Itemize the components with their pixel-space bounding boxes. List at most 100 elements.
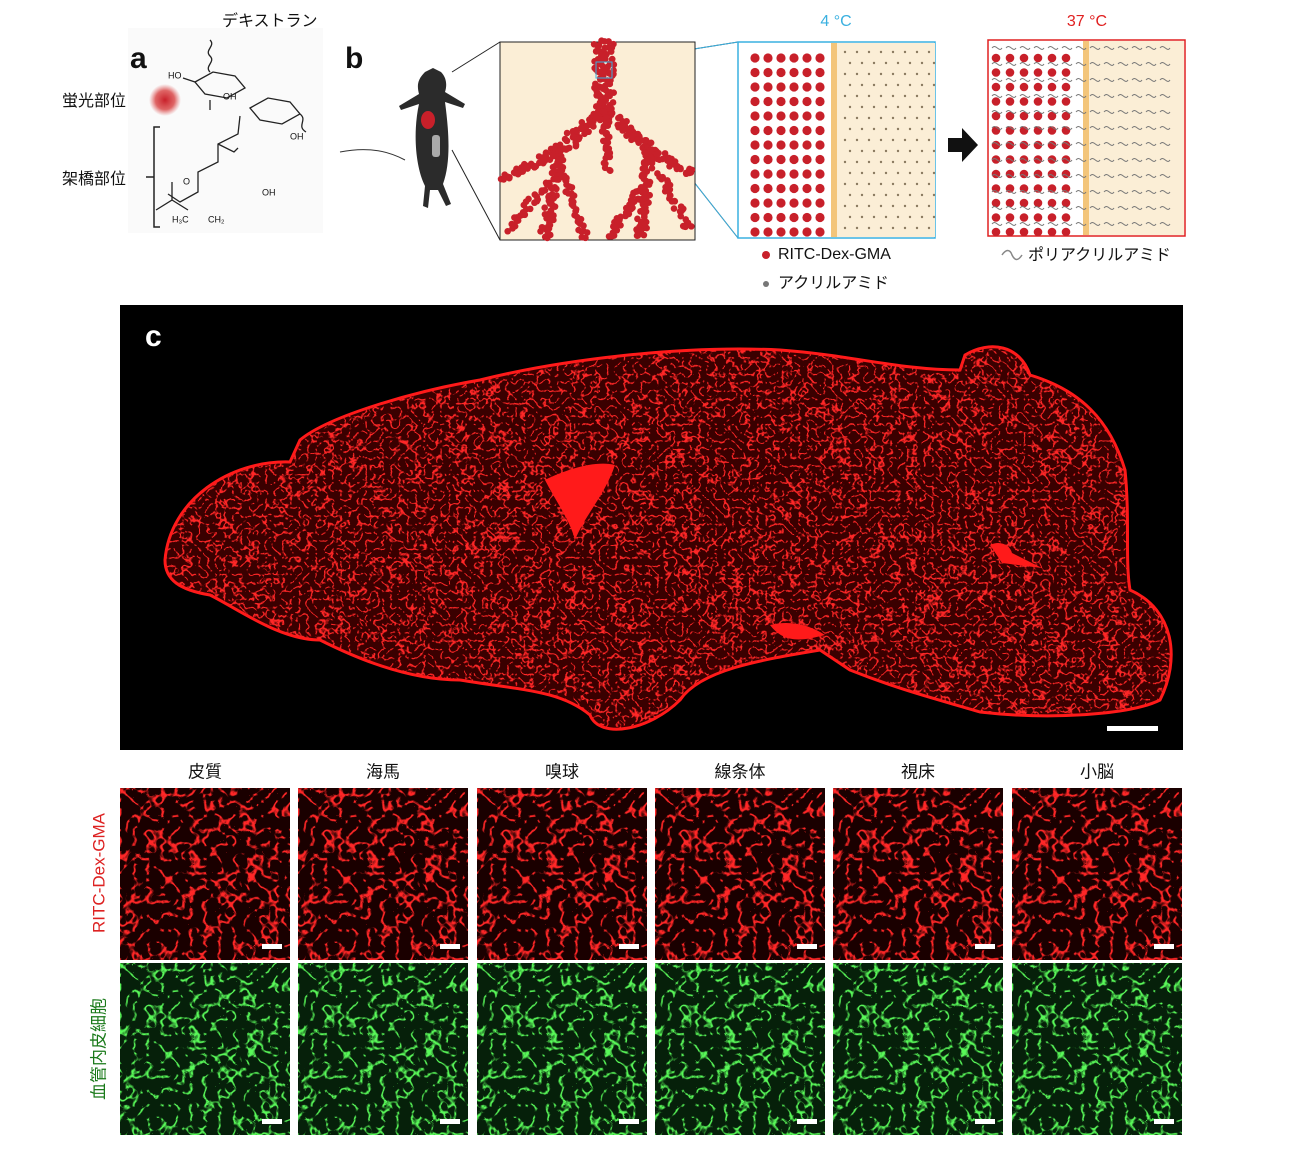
acrylamide	[848, 83, 852, 87]
dex	[776, 125, 786, 136]
bead	[647, 139, 655, 147]
panel-label: a	[130, 42, 147, 75]
dex	[802, 125, 812, 136]
warm-wall	[1083, 41, 1089, 235]
dex	[750, 198, 760, 208]
polymer	[1033, 190, 1045, 194]
dex	[991, 213, 1001, 222]
bead	[601, 38, 608, 45]
polymer	[1019, 158, 1031, 162]
region-label: 嗅球	[545, 762, 579, 781]
chem-label: OH	[223, 91, 237, 101]
acrylamide	[879, 182, 883, 186]
bead	[542, 179, 550, 187]
acrylamide	[896, 215, 900, 219]
bead	[599, 137, 607, 145]
polymer	[991, 94, 1003, 98]
bead	[606, 153, 614, 161]
region-label: 線条体	[715, 762, 766, 781]
dex	[763, 96, 773, 107]
polymer	[1005, 158, 1017, 162]
polymer	[1103, 46, 1115, 50]
bead	[619, 127, 626, 134]
micrograph-vessels	[833, 788, 1003, 960]
dex	[789, 82, 799, 92]
scale-bar	[1154, 944, 1174, 949]
panel-a-bg	[128, 28, 323, 233]
polymer	[1033, 94, 1045, 98]
dex	[1019, 198, 1029, 208]
acrylamide	[915, 160, 919, 164]
dex	[991, 53, 1001, 63]
polymer	[991, 126, 1003, 130]
polymer	[1103, 174, 1115, 178]
region-label: 視床	[901, 762, 935, 781]
chem-label: HO	[168, 70, 182, 80]
polymer	[1047, 222, 1059, 226]
micrograph	[477, 963, 647, 1135]
micrograph-vessels	[120, 963, 290, 1135]
polymer	[991, 142, 1003, 146]
polymer	[1131, 46, 1143, 50]
acrylamide	[884, 171, 888, 175]
micrograph	[298, 788, 468, 960]
polymer	[991, 78, 1003, 82]
acrylamide	[891, 94, 895, 98]
dex	[750, 227, 760, 237]
polymer	[1075, 78, 1087, 82]
dextran-label: デキストラン	[222, 11, 318, 30]
acrylamide	[932, 83, 936, 87]
polymer	[1131, 78, 1143, 82]
polymer	[1019, 78, 1031, 82]
polymer	[1033, 206, 1045, 210]
acrylamide	[848, 215, 852, 219]
acrylamide	[920, 105, 924, 109]
acrylamide	[903, 160, 907, 164]
bead	[648, 164, 656, 172]
dex	[1005, 53, 1015, 63]
dex	[1061, 198, 1071, 208]
heart	[421, 111, 435, 129]
polymer	[1131, 62, 1143, 66]
polymer	[1159, 46, 1171, 50]
acrylamide	[884, 127, 888, 131]
acrylamide	[915, 204, 919, 208]
polymer	[1131, 142, 1143, 146]
panel-label: b	[345, 42, 363, 75]
dex	[763, 140, 773, 150]
dex	[750, 140, 760, 150]
cold-wall	[831, 43, 837, 237]
dex	[1005, 111, 1015, 121]
row-label: 血管内皮細胞	[89, 998, 108, 1100]
chem-label: OH	[262, 187, 276, 197]
acrylamide	[872, 171, 876, 175]
acrylamide	[872, 193, 876, 197]
acrylamide	[915, 50, 919, 54]
bead	[640, 231, 648, 239]
acrylamide	[891, 160, 895, 164]
acrylamide	[908, 171, 912, 175]
polymer	[1019, 174, 1031, 178]
polymer	[991, 190, 1003, 194]
polymer	[1047, 142, 1059, 146]
polymer	[1033, 78, 1045, 82]
dex	[750, 96, 760, 107]
panel-c: c RITC-Dex-GMA 血管内皮細胞 皮質 海馬 嗅球 線条体 視床 小脳	[89, 305, 1183, 1135]
dex	[750, 125, 760, 136]
cold-tissue	[833, 43, 935, 237]
bead	[509, 225, 516, 232]
acrylamide	[872, 149, 876, 153]
acrylamide	[896, 149, 900, 153]
scale-bar	[797, 944, 817, 949]
acrylamide	[848, 61, 852, 65]
dex	[1033, 198, 1043, 208]
polymer	[1061, 174, 1073, 178]
polymer	[1089, 46, 1101, 50]
dex	[802, 67, 812, 78]
acrylamide	[915, 138, 919, 142]
bead	[504, 227, 511, 235]
dex	[763, 53, 773, 63]
bead	[533, 193, 541, 201]
dex	[1033, 82, 1043, 92]
polymer	[1117, 174, 1129, 178]
